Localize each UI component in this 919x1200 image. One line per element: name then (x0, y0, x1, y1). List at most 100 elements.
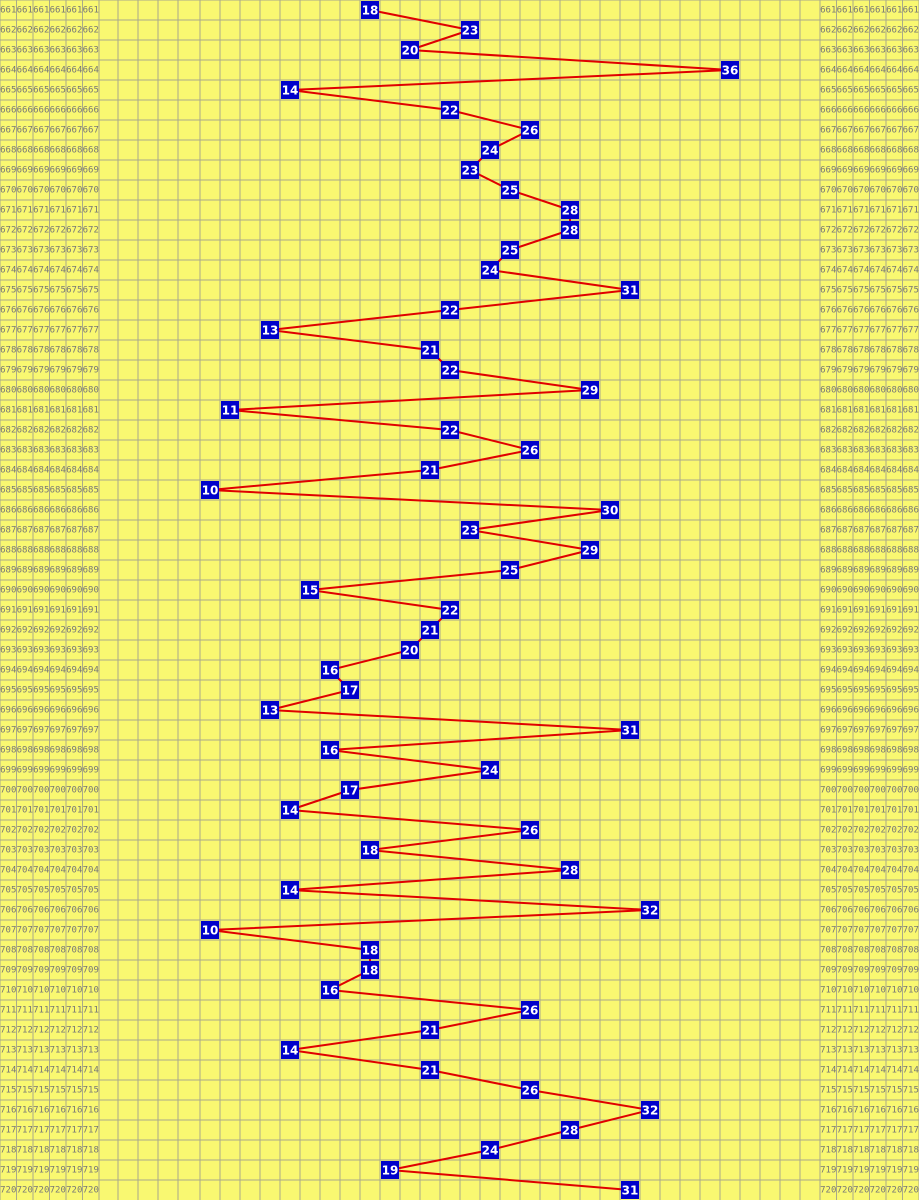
issue-label: 686 (837, 506, 853, 516)
ball-box (321, 741, 339, 759)
issue-label: 695 (0, 686, 16, 696)
issue-label: 718 (66, 1146, 82, 1156)
issue-label: 701 (870, 806, 886, 816)
ball-number: 24 (482, 764, 499, 778)
issue-label: 699 (83, 766, 99, 776)
issue-label: 664 (837, 66, 853, 76)
issue-label: 668 (50, 146, 66, 156)
issue-label: 718 (853, 1146, 869, 1156)
issue-label: 672 (83, 226, 99, 236)
issue-label: 661 (0, 6, 16, 16)
issue-label: 694 (886, 666, 902, 676)
ball-box (441, 601, 459, 619)
issue-label: 700 (66, 786, 82, 796)
issue-label: 701 (886, 806, 902, 816)
issue-label: 719 (17, 1166, 33, 1176)
issue-label: 661 (853, 6, 869, 16)
issue-label: 712 (50, 1026, 66, 1036)
issue-label: 674 (66, 266, 82, 276)
issue-label: 682 (17, 426, 33, 436)
issue-label: 700 (0, 786, 16, 796)
issue-label: 708 (33, 946, 49, 956)
issue-label: 693 (66, 646, 82, 656)
issue-label: 688 (903, 546, 919, 556)
ball-box (201, 921, 219, 939)
issue-label: 669 (66, 166, 82, 176)
issue-label: 684 (903, 466, 919, 476)
issue-label: 681 (83, 406, 99, 416)
issue-label: 703 (17, 846, 33, 856)
issue-label: 674 (83, 266, 99, 276)
ball-box (501, 561, 519, 579)
issue-label: 699 (17, 766, 33, 776)
issue-label: 671 (820, 206, 836, 216)
issue-label: 690 (0, 586, 16, 596)
issue-label: 694 (83, 666, 99, 676)
issue-label: 708 (0, 946, 16, 956)
issue-label: 685 (33, 486, 49, 496)
issue-label: 716 (33, 1106, 49, 1116)
issue-label: 677 (33, 326, 49, 336)
issue-label: 708 (820, 946, 836, 956)
issue-label: 688 (83, 546, 99, 556)
issue-label: 698 (820, 746, 836, 756)
issue-label: 662 (820, 26, 836, 36)
issue-label: 694 (0, 666, 16, 676)
issue-label: 714 (886, 1066, 902, 1076)
ball-box (621, 721, 639, 739)
issue-label: 681 (886, 406, 902, 416)
ball-number: 25 (502, 184, 519, 198)
issue-label: 682 (0, 426, 16, 436)
issue-label: 696 (870, 706, 886, 716)
issue-label: 712 (83, 1026, 99, 1036)
issue-label: 697 (0, 726, 16, 736)
issue-label: 686 (0, 506, 16, 516)
issue-label: 666 (83, 106, 99, 116)
issue-label: 707 (853, 926, 869, 936)
issue-label: 713 (83, 1046, 99, 1056)
ball-number: 20 (402, 644, 419, 658)
issue-label: 667 (903, 126, 919, 136)
issue-label: 666 (33, 106, 49, 116)
issue-label: 705 (903, 886, 919, 896)
issue-label: 719 (83, 1166, 99, 1176)
issue-label: 695 (903, 686, 919, 696)
ball-number: 26 (522, 1084, 539, 1098)
issue-label: 678 (33, 346, 49, 356)
issue-label: 684 (0, 466, 16, 476)
ball-box (401, 41, 419, 59)
issue-label: 716 (820, 1106, 836, 1116)
ball-box (561, 201, 579, 219)
issue-label: 661 (50, 6, 66, 16)
ball-box (421, 621, 439, 639)
issue-label: 719 (903, 1166, 919, 1176)
issue-label: 687 (17, 526, 33, 536)
issue-label: 716 (853, 1106, 869, 1116)
issue-label: 683 (820, 446, 836, 456)
issue-label: 688 (853, 546, 869, 556)
issue-label: 662 (870, 26, 886, 36)
issue-label: 680 (903, 386, 919, 396)
ball-box (721, 61, 739, 79)
issue-label: 701 (820, 806, 836, 816)
issue-label: 682 (820, 426, 836, 436)
issue-label: 714 (837, 1066, 853, 1076)
issue-label: 714 (0, 1066, 16, 1076)
issue-label: 670 (837, 186, 853, 196)
issue-label: 719 (66, 1166, 82, 1176)
ball-box (481, 1141, 499, 1159)
issue-label: 694 (66, 666, 82, 676)
issue-label: 682 (33, 426, 49, 436)
issue-label: 703 (870, 846, 886, 856)
issue-label: 699 (66, 766, 82, 776)
ball-box (461, 521, 479, 539)
issue-label: 707 (0, 926, 16, 936)
ball-number: 19 (382, 1164, 399, 1178)
issue-label: 705 (17, 886, 33, 896)
ball-box (441, 361, 459, 379)
ball-box (281, 81, 299, 99)
issue-label: 698 (50, 746, 66, 756)
issue-label: 688 (820, 546, 836, 556)
issue-label: 676 (50, 306, 66, 316)
